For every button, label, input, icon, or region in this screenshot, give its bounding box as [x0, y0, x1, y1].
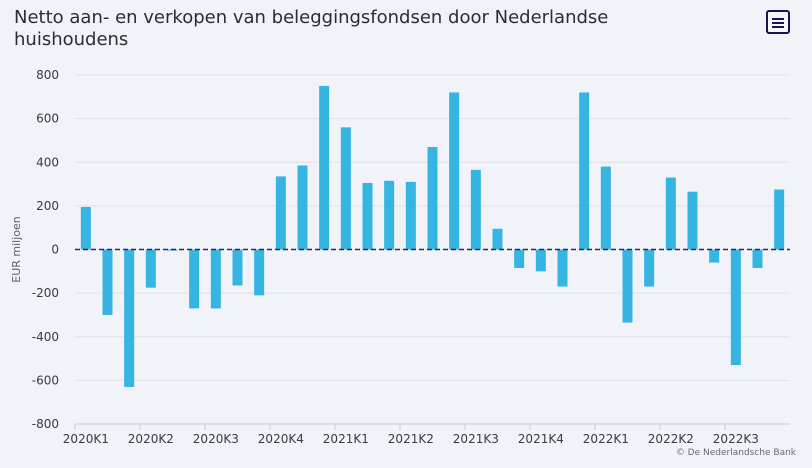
x-tick-label: 2020K3	[193, 432, 239, 446]
x-tick-label: 2021K1	[323, 432, 369, 446]
hamburger-menu-icon-line	[772, 22, 784, 24]
bar	[297, 165, 308, 250]
bar	[730, 249, 741, 366]
bar	[492, 228, 503, 250]
x-tick-label: 2022K1	[583, 432, 629, 446]
x-tick-label: 2021K2	[388, 432, 434, 446]
bar	[752, 249, 763, 269]
credit-text: © De Nederlandsche Bank	[675, 448, 796, 458]
chart-menu-button[interactable]	[766, 10, 790, 34]
bar	[665, 177, 676, 250]
bar	[687, 191, 698, 250]
bar	[600, 166, 611, 250]
bar	[275, 176, 286, 250]
y-tick-label: -200	[32, 286, 59, 300]
bar	[774, 189, 785, 250]
bar	[189, 249, 200, 309]
bar	[427, 146, 438, 250]
bar	[232, 249, 243, 286]
y-tick-label: -400	[32, 330, 59, 344]
bar	[80, 206, 91, 250]
x-tick-label: 2022K3	[713, 432, 759, 446]
bar	[210, 249, 221, 309]
hamburger-menu-icon-line	[772, 26, 784, 28]
bar	[514, 249, 525, 269]
x-tick-label: 2020K2	[128, 432, 174, 446]
bar	[102, 249, 113, 315]
bar	[124, 249, 135, 387]
bar	[405, 181, 416, 250]
y-tick-label: 200	[36, 199, 59, 213]
bar	[384, 180, 395, 250]
bar	[709, 249, 720, 263]
x-tick-label: 2020K1	[63, 432, 109, 446]
x-tick-label: 2022K2	[648, 432, 694, 446]
y-tick-label: 800	[36, 68, 59, 82]
y-tick-label: -600	[32, 373, 59, 387]
y-axis-title: EUR miljoen	[10, 216, 23, 283]
bar	[319, 85, 330, 250]
y-tick-label: 400	[36, 155, 59, 169]
y-tick-label: 0	[51, 243, 59, 257]
bar	[145, 249, 156, 288]
bar	[254, 249, 265, 296]
bar	[362, 182, 373, 250]
hamburger-menu-icon-line	[772, 18, 784, 20]
bar	[579, 92, 590, 250]
bar	[535, 249, 546, 272]
bar	[644, 249, 655, 287]
bar	[340, 127, 351, 250]
y-tick-label: -800	[32, 417, 59, 431]
bar	[470, 169, 481, 250]
x-tick-label: 2020K4	[258, 432, 304, 446]
chart-title: Netto aan- en verkopen van beleggingsfon…	[14, 7, 609, 50]
bar	[449, 92, 460, 250]
bar	[557, 249, 568, 287]
y-tick-label: 600	[36, 112, 59, 126]
bar	[622, 249, 633, 323]
x-tick-label: 2021K4	[518, 432, 564, 446]
x-tick-label: 2021K3	[453, 432, 499, 446]
